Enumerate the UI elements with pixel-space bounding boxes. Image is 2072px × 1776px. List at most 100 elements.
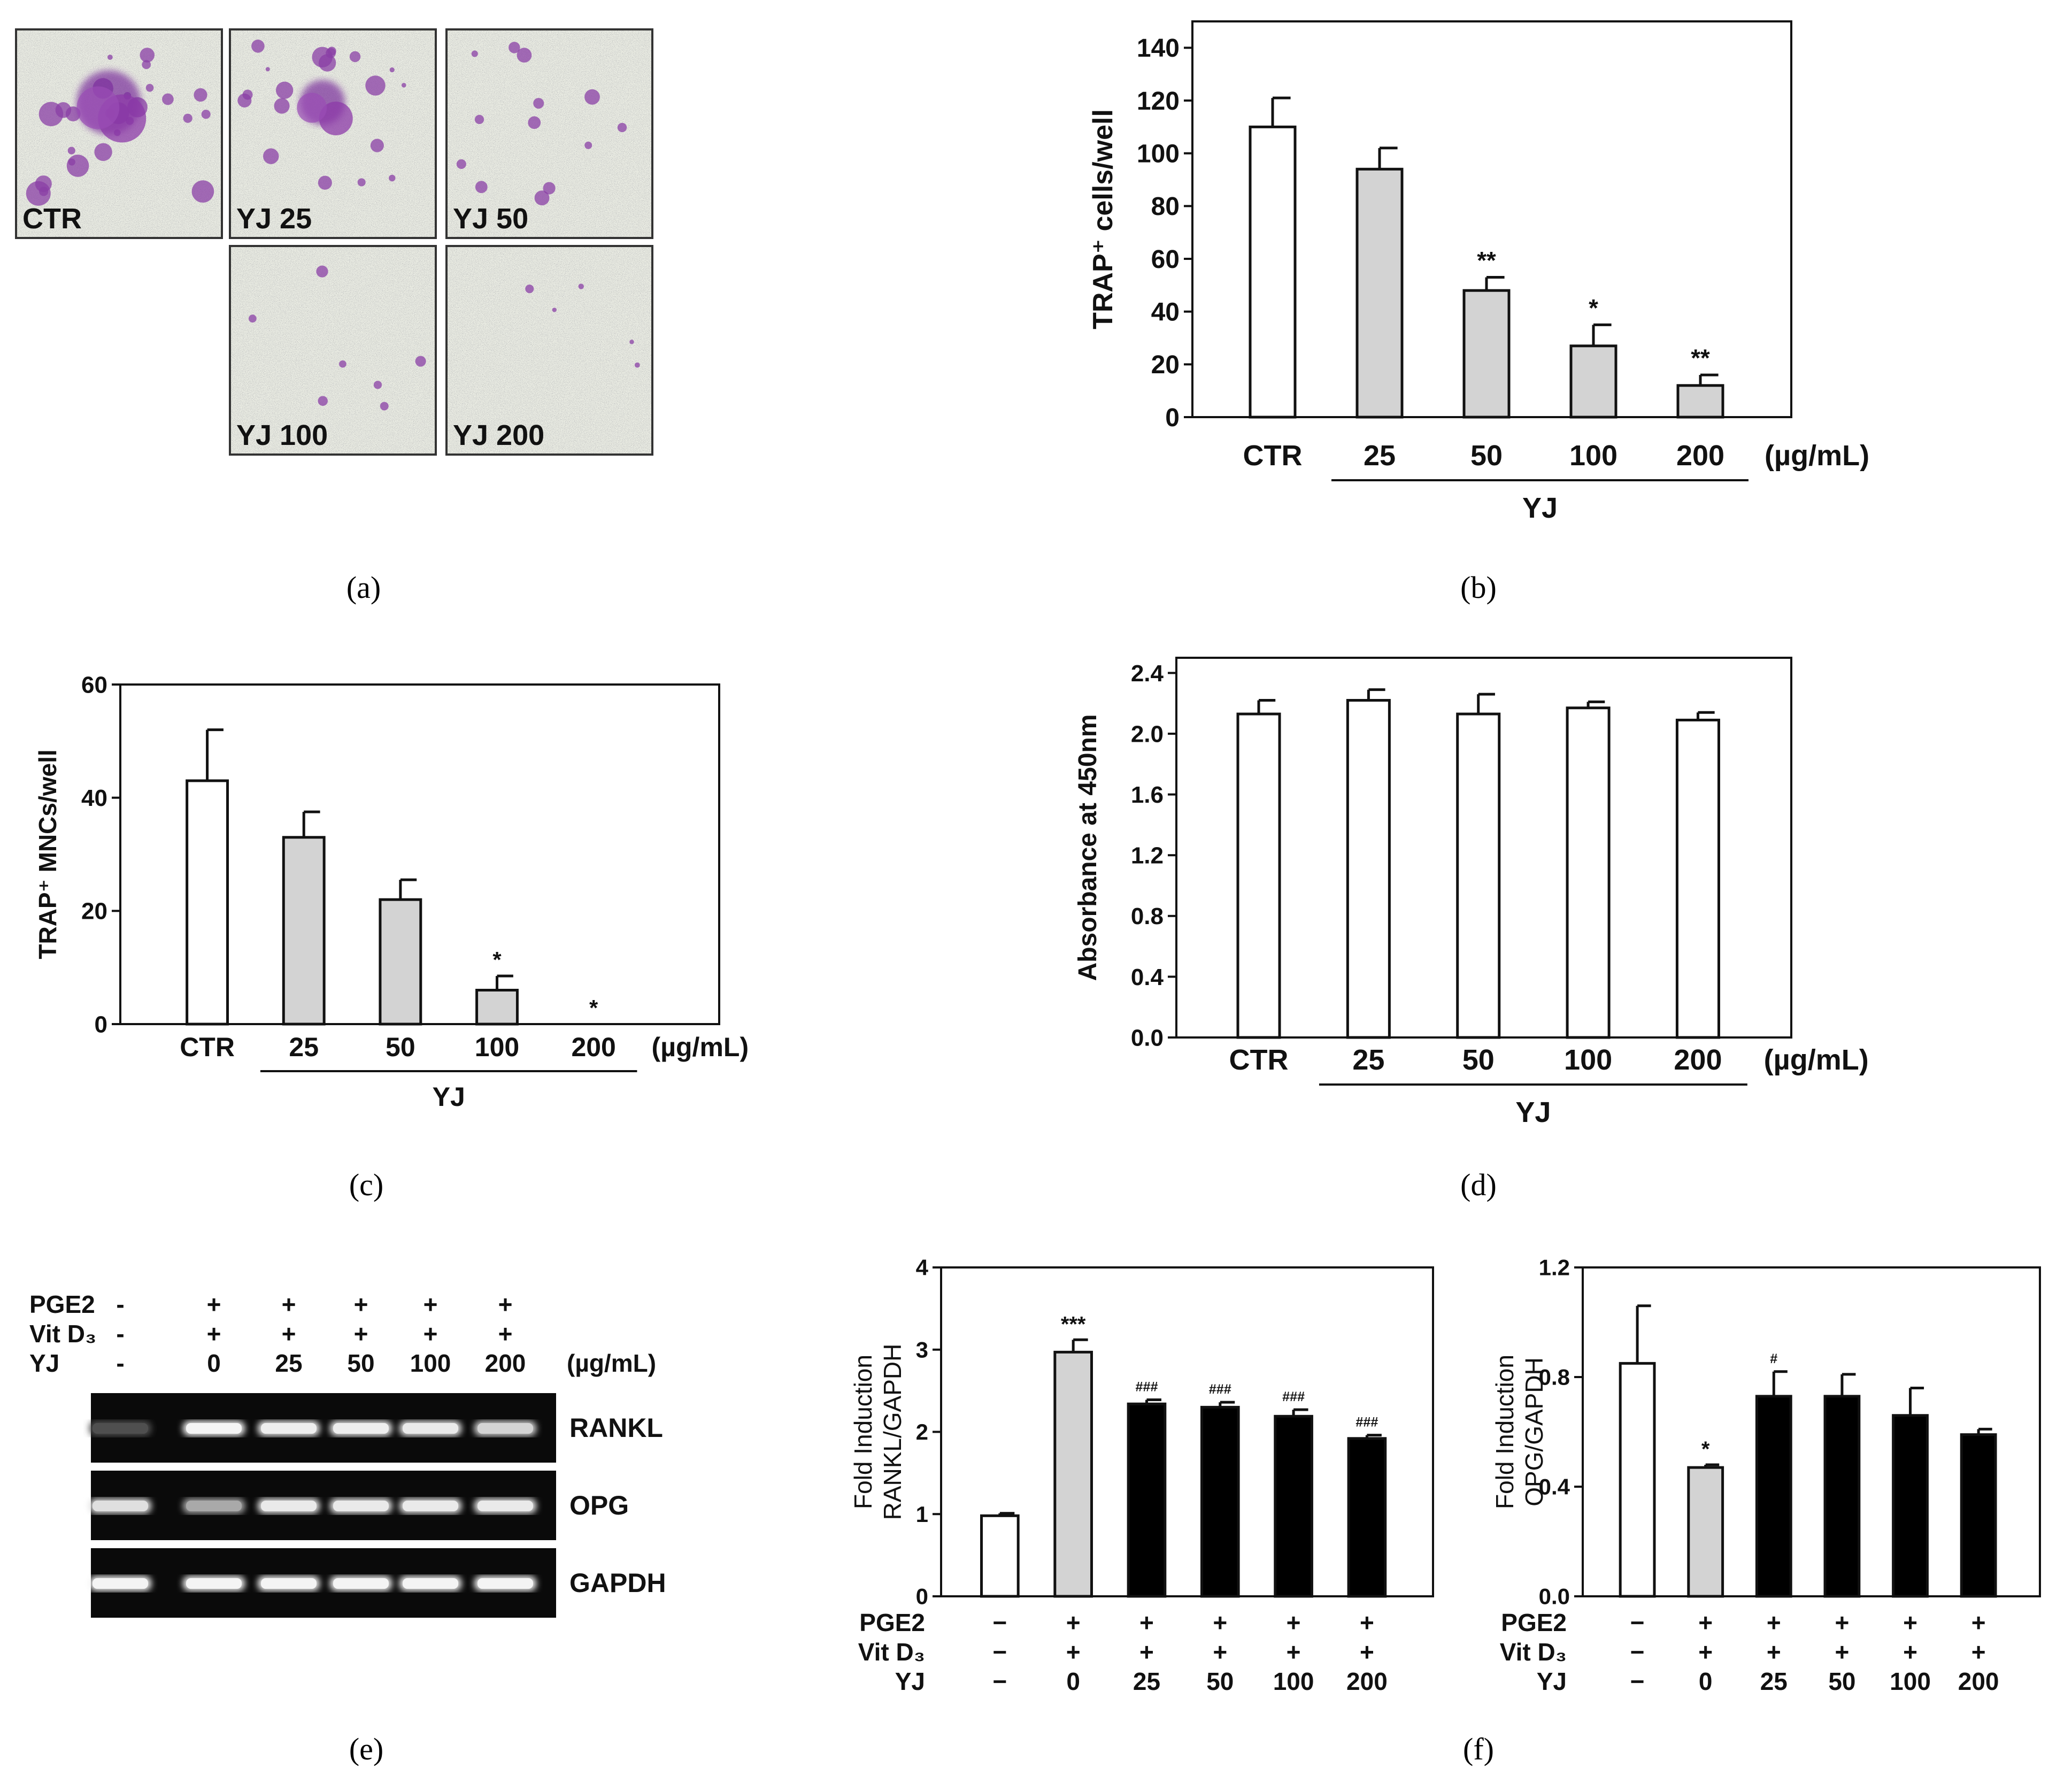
stained-cell (349, 51, 361, 63)
stained-cell (237, 93, 252, 107)
stained-cell (183, 113, 192, 123)
treatment-cell: 25 (1133, 1667, 1160, 1695)
x-tick-label: CTR (1229, 1044, 1289, 1076)
stained-cell (629, 340, 634, 344)
x-tick-label: 50 (386, 1032, 415, 1062)
micrograph-panel: CTR YJ 25 YJ 50 YJ 100 YJ 200 (15, 28, 653, 456)
y-tick-label: 0 (1165, 404, 1180, 432)
treatment-cell: 50 (1828, 1667, 1855, 1695)
x-tick-label: 100 (475, 1032, 519, 1062)
y-tick-label: 0.4 (1539, 1474, 1570, 1500)
micrograph-label: YJ 100 (236, 419, 328, 451)
gel-row-cell: + (354, 1290, 368, 1318)
y-axis-label: TRAP⁺ MNCs/well (34, 749, 61, 959)
chart-rankl-gapdh: 0 1 2 3 4 Fold Induction RANKL/GAPDH *** ### ### #… (849, 1255, 1434, 1695)
panel-label-b: (b) (1460, 570, 1497, 605)
panel-label-a: (a) (346, 570, 381, 605)
significance-mark: * (1701, 1437, 1710, 1461)
micrograph-1: YJ 25 (229, 28, 437, 239)
stained-cell (265, 67, 270, 72)
treatment-cell: 200 (1958, 1667, 1999, 1695)
gel-band-core (477, 1578, 533, 1589)
stained-cell (318, 175, 332, 190)
treatment-cell: 25 (1760, 1667, 1788, 1695)
gel-row-cell: + (282, 1290, 296, 1318)
bar (1127, 1402, 1167, 1598)
treatment-row-label: Vit D₃ (1500, 1638, 1567, 1666)
stained-cell (380, 402, 389, 411)
x-tick-label: 50 (1470, 440, 1503, 472)
stained-cell (318, 396, 328, 406)
bar (1619, 1362, 1656, 1598)
stained-cell (617, 122, 627, 133)
y-tick-label: 0.0 (1539, 1584, 1570, 1609)
treatment-row-label: PGE2 (859, 1609, 925, 1636)
stained-cell (107, 55, 113, 60)
stained-cell (389, 67, 395, 73)
significance-mark: ### (1282, 1389, 1305, 1404)
treatment-cell: + (1971, 1638, 1986, 1666)
micrograph-2: YJ 50 (445, 28, 653, 239)
treatment-cell: + (1835, 1609, 1849, 1636)
y-tick-label: 0.8 (1131, 903, 1164, 929)
group-label: YJ (1522, 492, 1558, 524)
micrograph-label: YJ 50 (453, 203, 528, 235)
treatment-cell: 0 (1066, 1667, 1080, 1695)
stained-cell (39, 187, 49, 196)
stained-cell (528, 116, 541, 129)
chart-trap-mncs: 0 20 40 60 TRAP⁺ MNCs/well CTR 25 50 * 100 * 200 (µg… (34, 672, 749, 1112)
micrograph-border (15, 28, 223, 239)
bar (1687, 1466, 1724, 1598)
unit-label: (µg/mL) (652, 1032, 749, 1062)
stained-cell (94, 143, 112, 161)
gel-band-core (261, 1423, 317, 1434)
treatment-cell: + (1139, 1609, 1154, 1636)
treatment-cell: 200 (1346, 1667, 1388, 1695)
micrograph-label: YJ 200 (453, 419, 544, 451)
gel-band-core (477, 1423, 533, 1434)
micrograph-border (445, 245, 653, 456)
y-axis-label-line: OPG/GAPDH (1520, 1357, 1548, 1506)
stained-cell (251, 40, 265, 53)
chart-absorbance: 0.0 0.4 0.8 1.2 1.6 2.0 2.4 Absorbance at 450nm… (1074, 657, 1869, 1128)
treatment-cell: + (1698, 1638, 1713, 1666)
x-tick-label: CTR (1243, 440, 1303, 472)
osteoclast-cluster (319, 102, 353, 135)
significance-mark: * (1589, 294, 1598, 321)
stained-cell (162, 93, 174, 105)
gel-row-cell: + (354, 1320, 368, 1348)
treatment-row-label: YJ (1537, 1667, 1567, 1695)
stained-cell (145, 83, 154, 92)
stained-cell (525, 285, 534, 294)
treatment-row-label: YJ (895, 1667, 925, 1695)
gel-band-core (333, 1578, 389, 1589)
stained-cell (66, 155, 89, 177)
gel-row-cell: + (207, 1320, 221, 1348)
bar (1892, 1414, 1929, 1598)
treatment-cell: 100 (1890, 1667, 1931, 1695)
y-tick-label: 1 (916, 1502, 928, 1527)
bar (1456, 712, 1501, 1039)
x-tick-label: 200 (1676, 440, 1724, 472)
stained-cell (274, 98, 290, 114)
y-tick-label: 0.4 (1131, 964, 1164, 990)
gel-row-cell: + (282, 1320, 296, 1348)
micrograph-label: CTR (22, 203, 82, 235)
gel-row-cell: + (423, 1320, 438, 1348)
significance-mark: ** (1477, 247, 1496, 274)
stained-cell (584, 89, 600, 105)
stained-cell (194, 88, 207, 102)
y-tick-label: 0.0 (1131, 1025, 1164, 1051)
treatment-cell: + (1360, 1609, 1374, 1636)
stained-cell (55, 102, 72, 118)
bar (379, 898, 422, 1026)
bar (1675, 718, 1720, 1039)
bar (1346, 699, 1391, 1039)
bar (186, 779, 229, 1026)
treatment-cell: − (992, 1667, 1007, 1695)
stained-cell (318, 54, 336, 72)
stained-cell (456, 159, 466, 169)
treatment-cell: + (1066, 1609, 1081, 1636)
gel-band-core (333, 1501, 389, 1511)
treatment-row-label: Vit D₃ (858, 1638, 925, 1666)
